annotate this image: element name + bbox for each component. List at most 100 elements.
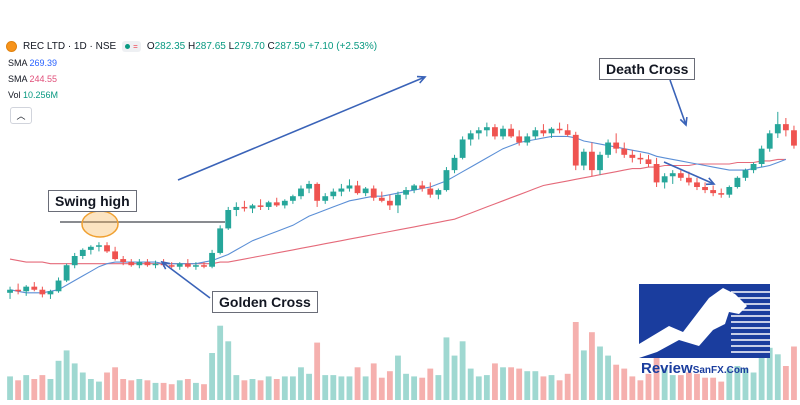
golden-cross-arrow: [161, 261, 211, 299]
candle-body: [47, 291, 54, 295]
candle-body: [451, 157, 458, 171]
chevron-up-icon: ︿: [16, 111, 26, 121]
high-label: H: [188, 41, 196, 52]
volume-bar: [257, 380, 264, 400]
low-value: 279.70: [234, 41, 265, 52]
volume-bar: [524, 371, 531, 400]
candle-body: [564, 130, 571, 135]
sma-fast-value: 269.39: [29, 58, 58, 68]
volume-bar: [225, 341, 232, 400]
volume-bar: [23, 375, 30, 400]
volume-bar: [758, 347, 765, 400]
volume-bar: [548, 375, 555, 400]
candle-body: [31, 286, 38, 290]
volume-bar: [613, 364, 620, 400]
volume-bar: [395, 355, 401, 400]
candle-body: [750, 164, 757, 171]
candle-body: [621, 148, 628, 155]
candle-body: [201, 265, 207, 267]
candle-body: [791, 130, 797, 146]
chart-header: REC LTD · 1D · NSE = O282.35 H287.65 L27…: [6, 41, 377, 52]
candle-body: [403, 190, 409, 195]
volume-bar: [653, 336, 660, 400]
equals-icon: =: [133, 41, 138, 51]
candle-body: [395, 194, 401, 206]
volume-bar: [718, 381, 725, 400]
volume-bar: [782, 366, 789, 400]
candle-body: [306, 183, 312, 189]
volume-bar: [435, 375, 442, 400]
candle-body: [726, 187, 733, 195]
candle-body: [758, 148, 765, 164]
candle-body: [483, 127, 490, 131]
volume-bar: [79, 372, 86, 400]
volume-bar: [475, 376, 482, 400]
volume-bar: [492, 363, 498, 400]
volume-bar: [605, 355, 611, 400]
volume-bar: [629, 376, 636, 400]
downtrend-arrow-head: [705, 177, 716, 186]
trend-arrow-head: [416, 75, 427, 84]
candle-body: [766, 133, 773, 149]
volume-bar: [427, 368, 434, 400]
collapse-legend-button[interactable]: ︿: [10, 107, 32, 124]
volume-bar: [71, 363, 78, 400]
candle-body: [314, 183, 321, 201]
candle-body: [645, 159, 652, 164]
volume-bar: [734, 366, 741, 400]
volume-bar: [791, 346, 797, 400]
swing-high-highlight: [81, 210, 119, 238]
candle-body: [459, 139, 466, 158]
candle-body: [734, 177, 741, 187]
candle-body: [556, 128, 563, 131]
candle-body: [653, 164, 660, 183]
candle-body: [112, 251, 119, 260]
candle-body: [572, 134, 579, 166]
volume-value: 10.256M: [23, 90, 59, 100]
volume-bar: [298, 367, 304, 400]
volume-bar: [451, 355, 458, 400]
volume-bar: [677, 375, 684, 400]
volume-bar: [31, 379, 38, 400]
candle-body: [289, 196, 296, 201]
sma-fast-legend[interactable]: SMA 269.39: [8, 58, 57, 68]
symbol-logo-icon: [6, 41, 17, 52]
close-value: 287.50: [274, 41, 306, 52]
high-value: 287.65: [195, 41, 226, 52]
candle-body: [249, 205, 256, 209]
candle-body: [710, 190, 717, 194]
candle-body: [104, 245, 110, 252]
market-status-badge[interactable]: =: [122, 41, 141, 52]
close-label: C: [267, 41, 275, 52]
candle-body: [605, 142, 611, 155]
candle-body: [120, 259, 127, 263]
golden-cross-callout: Golden Cross: [212, 291, 318, 313]
candle-body: [370, 188, 377, 198]
volume-bar: [47, 379, 54, 400]
volume-bar: [459, 341, 466, 400]
candle-body: [15, 289, 22, 292]
candle-body: [694, 182, 700, 187]
volume-bar: [306, 373, 312, 400]
candle-body: [580, 151, 587, 166]
candle-body: [354, 185, 361, 194]
candle-body: [96, 245, 102, 247]
candle-body: [55, 280, 62, 292]
volume-bar: [289, 376, 296, 400]
candle-body: [540, 130, 547, 134]
volume-bar: [726, 368, 733, 400]
candle-body: [411, 185, 418, 191]
candle-body: [176, 263, 183, 267]
volume-bar: [176, 380, 183, 400]
sma-slow-legend[interactable]: SMA 244.55: [8, 74, 57, 84]
volume-bar: [233, 375, 240, 400]
volume-bar: [702, 377, 708, 400]
volume-bar: [96, 381, 102, 400]
candle-body: [597, 154, 603, 171]
symbol-title[interactable]: REC LTD · 1D · NSE: [23, 41, 117, 52]
volume-bar: [710, 377, 717, 400]
volume-legend[interactable]: Vol 10.256M: [8, 90, 58, 100]
market-open-dot-icon: [125, 44, 131, 49]
candle-body: [23, 286, 30, 292]
candle-body: [7, 289, 13, 293]
